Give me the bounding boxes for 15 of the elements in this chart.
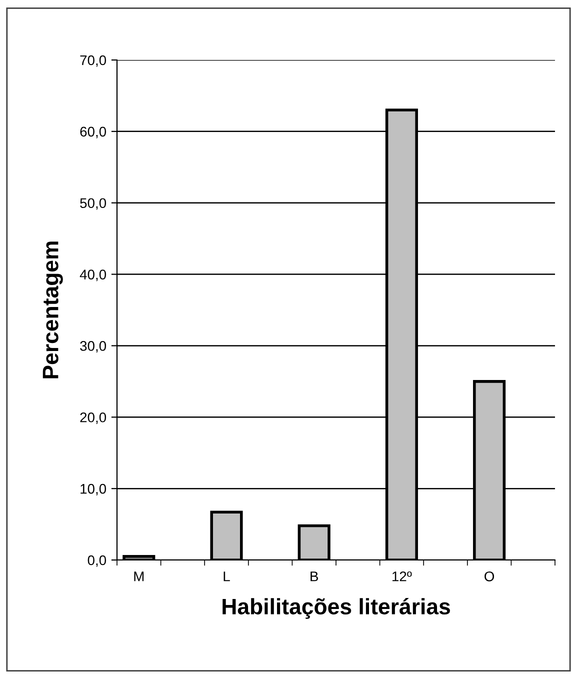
y-tick-label: 70,0 bbox=[80, 55, 106, 67]
y-tick-label: 40,0 bbox=[80, 270, 106, 282]
x-axis-title: Habilitações literárias bbox=[222, 598, 450, 619]
x-tick-label: L bbox=[224, 572, 230, 582]
y-tick-label: 0,0 bbox=[88, 555, 106, 567]
y-tick-label: 10,0 bbox=[80, 484, 106, 496]
y-axis-title: Percentagem bbox=[42, 242, 63, 378]
y-tick-label: 30,0 bbox=[80, 341, 106, 353]
y-tick-label: 20,0 bbox=[80, 412, 106, 424]
x-tick-label: 12º bbox=[392, 571, 412, 582]
x-tick-label: O bbox=[484, 571, 494, 582]
y-tick-label: 50,0 bbox=[80, 198, 106, 210]
x-tick-label: B bbox=[310, 572, 318, 582]
x-tick-label: M bbox=[134, 572, 144, 582]
y-tick-label: 60,0 bbox=[80, 126, 106, 138]
